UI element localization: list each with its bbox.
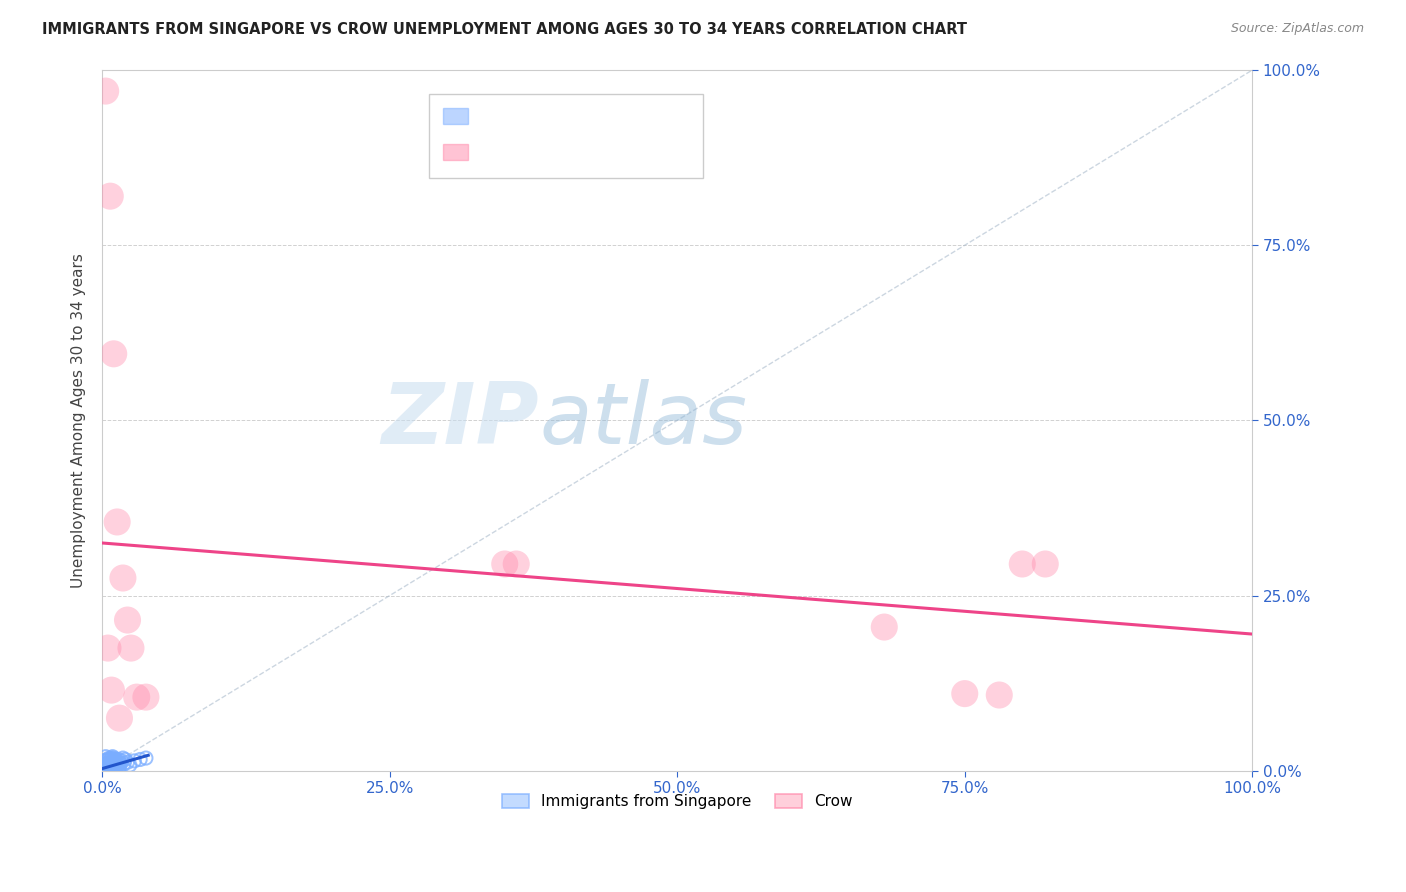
Point [111, 571, 134, 585]
Point [505, 557, 527, 571]
Point [114, 752, 136, 766]
Point [105, 758, 128, 772]
Point [98, 758, 121, 772]
Point [100, 683, 122, 698]
Text: Source: ZipAtlas.com: Source: ZipAtlas.com [1230, 22, 1364, 36]
Point [1033, 557, 1056, 571]
Text: ZIP: ZIP [381, 379, 540, 462]
Point [96, 753, 118, 767]
Point [111, 751, 134, 765]
Point [118, 758, 141, 772]
Point [98, 756, 121, 770]
Point [494, 557, 516, 571]
Point [105, 515, 128, 529]
Point [107, 758, 129, 772]
Point [103, 758, 125, 772]
Point [97, 753, 120, 767]
Point [988, 688, 1011, 702]
Point [100, 756, 122, 770]
Point [125, 690, 148, 705]
Point [98, 751, 121, 765]
Point [103, 347, 125, 361]
Point [105, 756, 128, 771]
Point [101, 749, 124, 764]
Point [108, 756, 131, 770]
Y-axis label: Unemployment Among Ages 30 to 34 years: Unemployment Among Ages 30 to 34 years [72, 253, 86, 588]
Point [110, 756, 132, 771]
Point [98, 756, 121, 771]
Text: R = 0.243   N = 46: R = 0.243 N = 46 [477, 109, 628, 123]
Point [98, 189, 121, 203]
Point [94, 756, 117, 771]
Point [108, 711, 131, 725]
Point [135, 751, 157, 765]
Point [96, 760, 118, 774]
Point [953, 687, 976, 701]
Point [1011, 557, 1033, 571]
Point [135, 690, 157, 705]
Point [93, 760, 115, 774]
Point [100, 758, 122, 772]
Point [129, 752, 152, 766]
Point [97, 756, 120, 771]
Point [117, 613, 139, 627]
Point [873, 620, 896, 634]
Point [104, 756, 127, 771]
Point [103, 756, 125, 770]
Text: atlas: atlas [540, 379, 747, 462]
Legend: Immigrants from Singapore, Crow: Immigrants from Singapore, Crow [495, 789, 859, 815]
Point [103, 751, 125, 765]
Point [108, 759, 131, 773]
Point [105, 752, 128, 766]
Text: IMMIGRANTS FROM SINGAPORE VS CROW UNEMPLOYMENT AMONG AGES 30 TO 34 YEARS CORRELA: IMMIGRANTS FROM SINGAPORE VS CROW UNEMPL… [42, 22, 967, 37]
Point [100, 751, 122, 765]
Point [105, 756, 128, 770]
Point [124, 754, 146, 768]
Point [117, 756, 139, 770]
Point [104, 753, 127, 767]
Text: R = -0.121   N = 19: R = -0.121 N = 19 [477, 145, 634, 159]
Point [101, 759, 124, 773]
Point [98, 759, 121, 773]
Point [97, 760, 120, 774]
Point [101, 754, 124, 768]
Point [98, 752, 121, 766]
Point [112, 756, 135, 771]
Point [111, 754, 134, 768]
Point [97, 641, 120, 656]
Point [93, 758, 115, 772]
Point [120, 641, 142, 656]
Point [94, 84, 117, 98]
Point [96, 756, 118, 771]
Point [107, 752, 129, 766]
Point [94, 749, 117, 764]
Point [93, 753, 115, 767]
